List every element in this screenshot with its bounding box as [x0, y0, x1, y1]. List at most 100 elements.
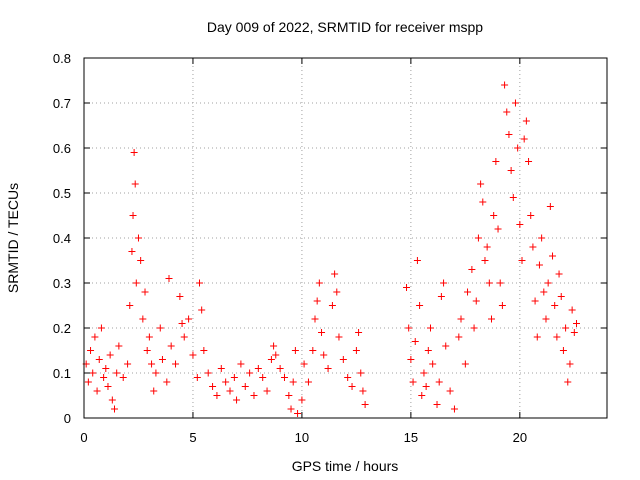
- data-point: [200, 347, 208, 354]
- data-point: [413, 257, 421, 264]
- data-point: [352, 347, 360, 354]
- data-point: [509, 194, 517, 201]
- data-point: [141, 288, 149, 296]
- data-point: [357, 369, 365, 377]
- data-point: [424, 347, 432, 354]
- y-axis-label: SRMTID / TECUs: [5, 183, 21, 293]
- data-point: [320, 351, 328, 359]
- data-point: [339, 356, 347, 363]
- data-point: [440, 279, 448, 287]
- data-point: [167, 342, 175, 350]
- data-point: [217, 365, 225, 372]
- data-point: [163, 378, 171, 386]
- grid: [84, 58, 607, 418]
- data-point: [315, 279, 323, 287]
- data-point: [433, 401, 441, 408]
- data-point: [411, 338, 419, 345]
- data-point: [572, 320, 580, 327]
- data-point: [95, 356, 103, 363]
- data-point: [570, 329, 578, 336]
- x-tick-label: 15: [404, 430, 418, 445]
- data-point: [246, 369, 254, 377]
- data-point: [150, 387, 158, 395]
- data-point: [335, 333, 343, 341]
- data-point: [553, 333, 561, 341]
- data-point: [564, 378, 572, 386]
- data-point: [145, 333, 153, 341]
- data-point: [468, 266, 476, 273]
- data-point: [129, 212, 137, 219]
- data-point: [331, 270, 339, 278]
- data-points: [82, 81, 580, 417]
- data-point: [165, 275, 173, 282]
- data-point: [488, 315, 496, 323]
- data-point: [126, 302, 134, 309]
- data-point: [209, 383, 217, 390]
- y-tick-label: 0.2: [53, 321, 71, 336]
- data-point: [294, 410, 302, 417]
- data-point: [108, 396, 116, 404]
- data-point: [291, 347, 299, 354]
- data-point: [511, 99, 519, 107]
- data-point: [442, 342, 450, 350]
- data-point: [137, 257, 145, 264]
- data-point: [540, 288, 548, 296]
- data-point: [213, 392, 221, 399]
- x-tick-label: 0: [80, 430, 87, 445]
- data-point: [422, 383, 430, 390]
- data-point: [318, 329, 326, 336]
- data-point: [566, 360, 574, 368]
- data-point: [131, 180, 139, 188]
- data-point: [91, 333, 99, 341]
- data-point: [113, 369, 121, 377]
- data-point: [89, 369, 97, 377]
- data-point: [270, 342, 278, 350]
- data-point: [555, 270, 563, 278]
- data-point: [446, 387, 454, 395]
- data-point: [333, 288, 341, 296]
- data-point: [435, 378, 443, 386]
- axis-ticks: 0 5 10 15 20 0 0.1 0.2 0.3 0.4 0.5 0.6 0.7 0.8: [53, 51, 607, 445]
- data-point: [514, 144, 522, 152]
- data-point: [324, 365, 332, 372]
- data-point: [132, 279, 140, 287]
- data-point: [529, 243, 537, 251]
- data-point: [522, 117, 530, 125]
- data-point: [285, 392, 293, 399]
- data-point: [494, 225, 502, 233]
- data-point: [100, 374, 108, 381]
- y-tick-label: 0.4: [53, 231, 71, 246]
- data-point: [474, 234, 482, 242]
- data-point: [479, 198, 487, 206]
- data-point: [527, 212, 535, 219]
- data-point: [280, 374, 288, 381]
- data-point: [355, 329, 363, 336]
- data-point: [300, 360, 308, 368]
- data-point: [418, 392, 426, 399]
- y-tick-label: 0.8: [53, 51, 71, 66]
- data-point: [490, 212, 498, 219]
- x-axis-label: GPS time / hours: [292, 458, 399, 474]
- data-point: [304, 378, 312, 386]
- data-point: [130, 149, 138, 156]
- data-point: [426, 324, 434, 332]
- data-point: [520, 135, 528, 143]
- data-point: [222, 378, 230, 386]
- data-point: [568, 306, 576, 314]
- y-tick-label: 0.6: [53, 141, 71, 156]
- data-point: [481, 257, 489, 264]
- y-tick-label: 0.7: [53, 96, 71, 111]
- data-point: [544, 279, 552, 287]
- data-point: [450, 405, 458, 413]
- data-point: [134, 234, 142, 242]
- data-point: [276, 365, 284, 372]
- data-point: [455, 333, 463, 341]
- data-point: [498, 302, 506, 309]
- data-point: [241, 383, 249, 390]
- data-point: [516, 221, 524, 228]
- data-point: [97, 324, 105, 332]
- data-point: [143, 347, 151, 354]
- data-point: [549, 252, 557, 260]
- data-point: [148, 360, 156, 368]
- data-point: [562, 324, 570, 332]
